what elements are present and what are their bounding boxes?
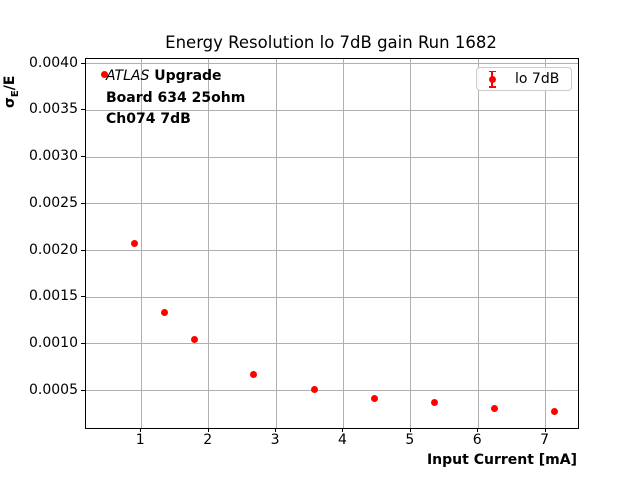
data-point: [100, 71, 108, 79]
x-tick-mark: [342, 428, 344, 432]
x-gridline: [140, 59, 142, 428]
x-tick-mark: [140, 428, 142, 432]
x-gridline: [410, 59, 412, 428]
x-tick-label: 4: [337, 432, 347, 448]
x-tick-mark: [207, 428, 209, 432]
x-tick-label: 1: [135, 432, 145, 448]
y-tick-mark: [81, 249, 85, 251]
errorbar-marker-icon: [488, 70, 496, 88]
x-tick-mark: [409, 428, 411, 432]
data-point: [160, 308, 168, 316]
y-tick-label: 0.0020: [29, 241, 78, 258]
plot-area: ATLAS Upgrade Board 634 25ohm Ch074 7dB …: [85, 58, 579, 429]
y-gridline: [86, 109, 578, 111]
data-point: [250, 371, 258, 379]
x-gridline: [208, 59, 210, 428]
x-gridline: [275, 59, 277, 428]
annotation-line-2: Board 634 25ohm: [106, 89, 246, 106]
data-point: [310, 386, 318, 394]
annotation: ATLAS Upgrade Board 634 25ohm Ch074 7dB: [106, 66, 245, 131]
data-point: [370, 394, 378, 402]
data-point: [550, 407, 558, 415]
data-point: [430, 399, 438, 407]
x-gridline: [342, 59, 344, 428]
x-axis-label: Input Current [mA]: [426, 452, 577, 468]
y-axis-label-rest: /E: [2, 75, 18, 91]
y-tick-mark: [81, 202, 85, 204]
y-gridline: [86, 343, 578, 345]
x-gridline: [545, 59, 547, 428]
y-tick-mark: [81, 109, 85, 111]
y-tick-label: 0.0025: [29, 194, 78, 211]
x-tick-label: 3: [270, 432, 280, 448]
x-gridline: [477, 59, 479, 428]
y-tick-mark: [81, 62, 85, 64]
y-tick-mark: [81, 342, 85, 344]
x-tick-mark: [477, 428, 479, 432]
x-tick-label: 2: [203, 432, 213, 448]
y-gridline: [86, 296, 578, 298]
y-tick-mark: [81, 296, 85, 298]
y-tick-label: 0.0035: [29, 101, 78, 118]
y-gridline: [86, 203, 578, 205]
annotation-line-1: ATLAS Upgrade: [106, 66, 245, 88]
annotation-experiment-name: ATLAS: [106, 68, 150, 84]
y-axis-label-subscript: E: [9, 90, 21, 98]
annotation-line-3: Ch074 7dB: [106, 111, 191, 127]
data-point: [490, 404, 498, 412]
data-point: [191, 335, 198, 343]
y-tick-label: 0.0005: [29, 381, 78, 398]
y-tick-mark: [81, 389, 85, 391]
legend-entry-label: lo 7dB: [515, 71, 560, 87]
y-tick-label: 0.0030: [29, 148, 78, 165]
y-gridline: [86, 390, 578, 392]
y-gridline: [86, 63, 578, 65]
y-gridline: [86, 156, 578, 158]
y-tick-mark: [81, 156, 85, 158]
x-tick-label: 6: [472, 432, 482, 448]
y-tick-label: 0.0015: [29, 288, 78, 305]
y-tick-label: 0.0010: [29, 334, 78, 351]
y-tick-label: 0.0040: [29, 54, 78, 71]
x-tick-mark: [275, 428, 277, 432]
x-tick-mark: [544, 428, 546, 432]
x-tick-label: 5: [405, 432, 415, 448]
chart-title: Energy Resolution lo 7dB gain Run 1682: [165, 33, 497, 52]
legend[interactable]: lo 7dB: [476, 67, 572, 91]
annotation-upgrade-label: Upgrade: [154, 68, 222, 84]
data-point: [131, 239, 139, 247]
y-gridline: [86, 250, 578, 251]
x-tick-label: 7: [540, 432, 550, 448]
